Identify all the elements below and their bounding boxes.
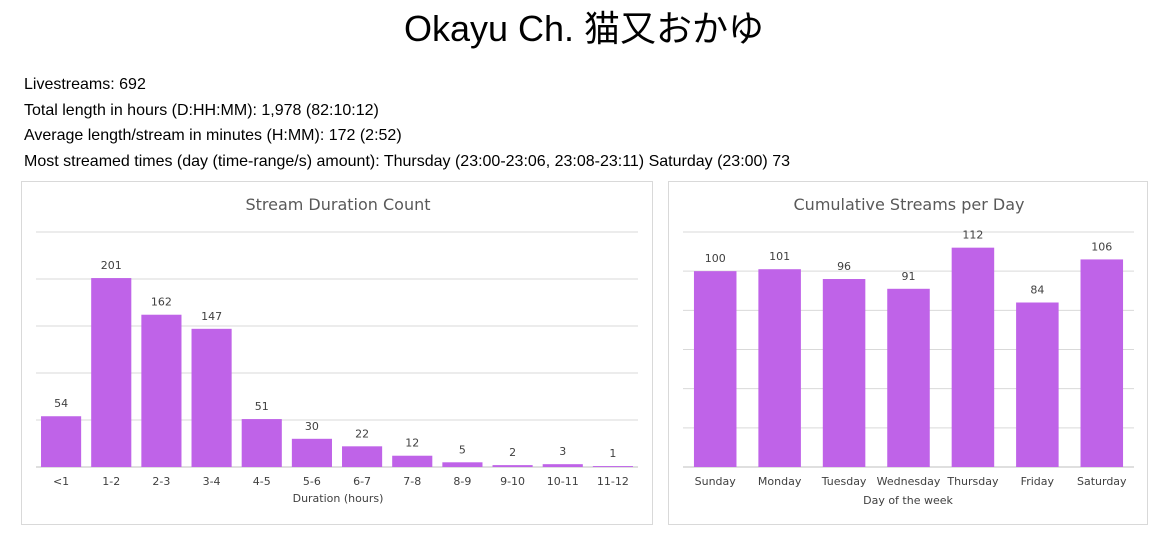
days-data-label: 96 (837, 260, 851, 273)
days-data-label: 101 (769, 250, 790, 263)
stats-block: Livestreams: 692 Total length in hours (… (24, 72, 790, 174)
duration-bar (542, 464, 583, 467)
duration-data-label: 30 (305, 420, 319, 433)
days-data-label: 91 (902, 270, 916, 283)
duration-category-label: 7-8 (403, 475, 421, 488)
days-bar-chart: Cumulative Streams per Day 100 Sunday 101 M… (683, 195, 1134, 507)
duration-bar (91, 278, 132, 467)
duration-bar (291, 438, 332, 467)
duration-category-label: <1 (53, 475, 69, 488)
days-chart-panel: Cumulative Streams per Day 100 Sunday 101 M… (668, 181, 1148, 525)
days-category-label: Sunday (695, 475, 737, 488)
days-category-label: Wednesday (877, 475, 941, 488)
duration-bar (191, 328, 232, 467)
duration-chart-title: Stream Duration Count (245, 195, 430, 214)
stat-livestreams: Livestreams: 692 (24, 76, 146, 93)
days-bar (1016, 302, 1059, 467)
duration-data-label: 12 (405, 437, 419, 450)
days-category-label: Monday (758, 475, 802, 488)
stat-most-streamed-times: Most streamed times (day (time-range/s) … (24, 152, 790, 170)
days-category-label: Tuesday (821, 475, 867, 488)
stat-total-length: Total length in hours (D:HH:MM): 1,978 (… (24, 101, 379, 119)
duration-bar (392, 455, 433, 467)
duration-category-label: 3-4 (203, 475, 221, 488)
days-category-label: Thursday (946, 475, 999, 488)
days-data-label: 106 (1091, 240, 1112, 253)
duration-bar (442, 462, 483, 467)
duration-bar (41, 416, 82, 467)
days-category-label: Friday (1021, 475, 1055, 488)
duration-data-label: 5 (459, 443, 466, 456)
duration-bar (342, 446, 383, 467)
days-bar (887, 288, 930, 467)
duration-category-label: 5-6 (303, 475, 321, 488)
days-x-axis-label: Day of the week (863, 494, 953, 507)
duration-category-label: 2-3 (152, 475, 170, 488)
duration-bar (592, 466, 633, 467)
duration-chart-panel: Stream Duration Count 54 <1 201 1-2 162 2-3 14… (21, 181, 653, 525)
duration-category-label: 4-5 (253, 475, 271, 488)
days-category-label: Saturday (1077, 475, 1127, 488)
days-data-label: 100 (705, 252, 726, 265)
duration-category-label: 6-7 (353, 475, 371, 488)
duration-category-label: 10-11 (547, 475, 579, 488)
duration-data-label: 3 (559, 445, 566, 458)
duration-bar (492, 465, 533, 467)
duration-data-label: 201 (101, 259, 122, 272)
duration-data-label: 1 (609, 447, 616, 460)
duration-category-label: 8-9 (453, 475, 471, 488)
page-title: Okayu Ch. 猫又おかゆ (403, 8, 765, 49)
duration-category-label: 1-2 (102, 475, 120, 488)
days-data-label: 84 (1030, 284, 1044, 297)
stat-average-length: Average length/stream in minutes (H:MM):… (24, 127, 402, 144)
duration-bar (241, 419, 282, 467)
duration-data-label: 147 (201, 310, 222, 323)
days-bar (1080, 259, 1124, 467)
duration-data-label: 51 (255, 400, 269, 413)
duration-category-label: 11-12 (597, 475, 629, 488)
duration-bar (141, 314, 182, 467)
days-bar (951, 247, 995, 467)
days-bar (822, 279, 866, 467)
duration-x-axis-label: Duration (hours) (293, 492, 384, 505)
days-bar (693, 271, 737, 467)
duration-data-label: 54 (54, 397, 68, 410)
duration-data-label: 2 (509, 446, 516, 459)
duration-data-label: 162 (151, 296, 172, 309)
duration-bar-chart: Stream Duration Count 54<12011-21622-314… (36, 195, 638, 505)
days-data-label: 112 (962, 229, 983, 242)
days-chart-title: Cumulative Streams per Day (794, 195, 1025, 214)
duration-data-label: 22 (355, 427, 369, 440)
days-bar (758, 269, 801, 467)
duration-category-label: 9-10 (500, 475, 525, 488)
